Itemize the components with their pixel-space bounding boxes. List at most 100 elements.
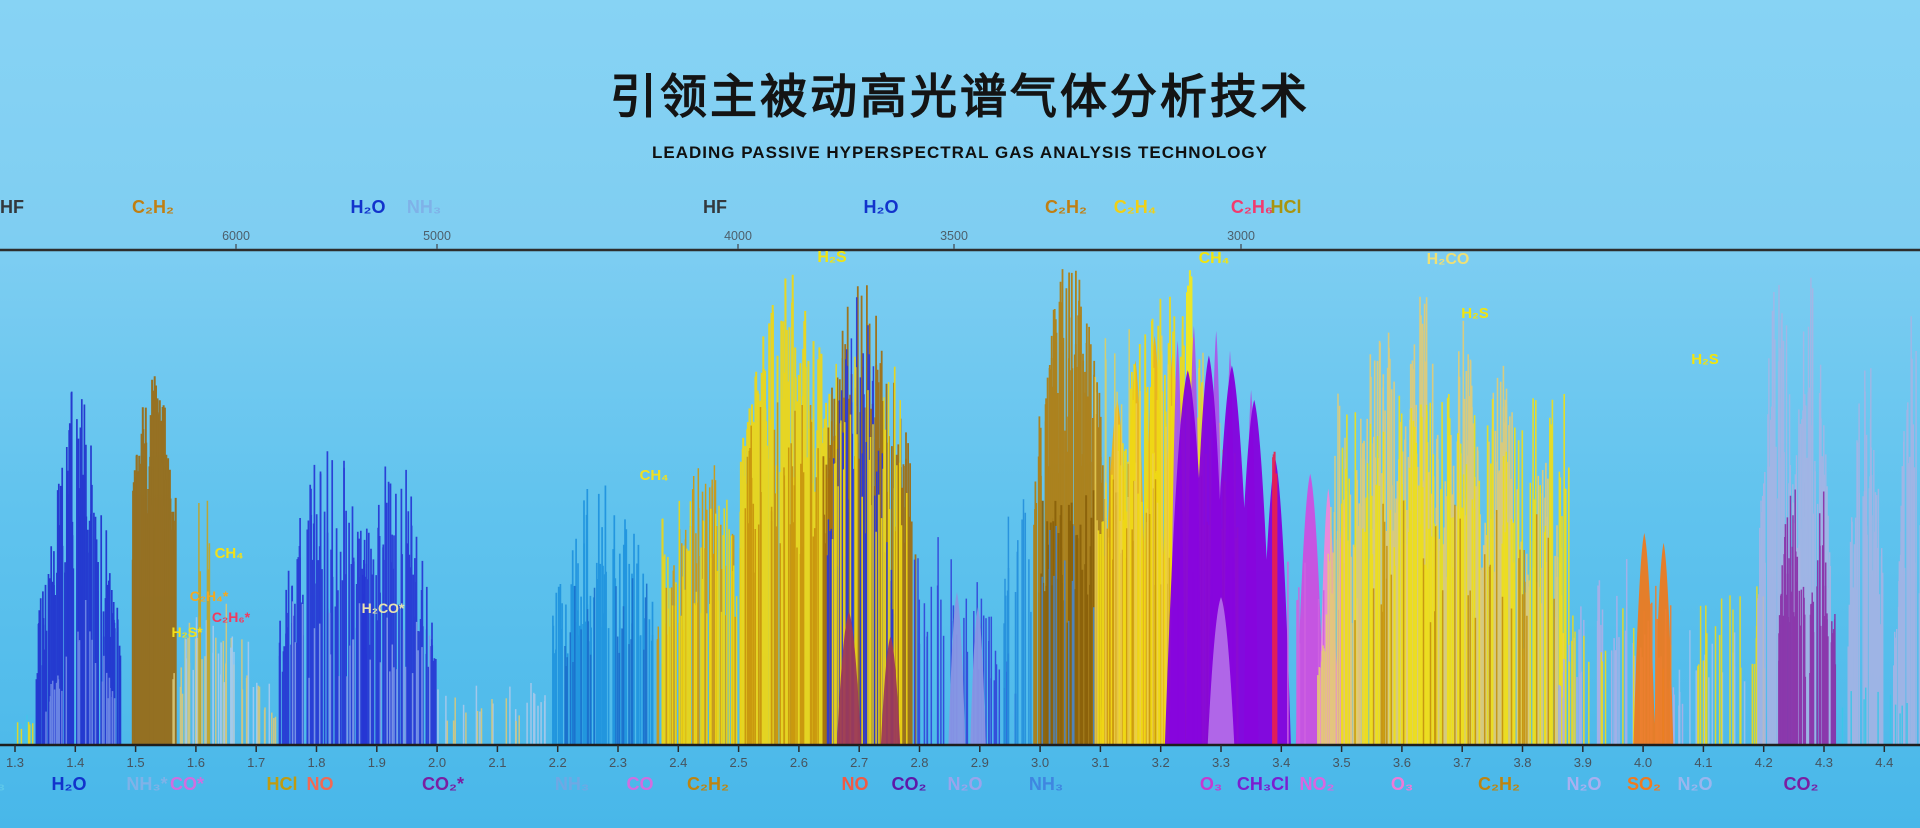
gas-label-bottom: O₃: [1391, 774, 1413, 794]
gas-label-top: C₂H₆: [1231, 197, 1273, 217]
bottom-tick-label: 3.2: [1152, 755, 1170, 770]
bottom-tick-label: 1.8: [307, 755, 325, 770]
gas-label-bottom: CO₂: [892, 774, 927, 794]
gas-label-top: H₂O: [351, 197, 386, 217]
bottom-axis: 1.3 1.4 1.5 1.6 1.7 1.8 1.9 2.0 2.1 2.2 2.3 2.4 2.5 2…: [0, 743, 1920, 770]
gas-label-bottom: NH₃: [555, 774, 589, 794]
header: 引领主被动高光谱气体分析技术 LEADING PASSIVE HYPERSPEC…: [0, 0, 1920, 163]
bottom-tick-label: 1.5: [127, 755, 145, 770]
gas-label-top: H₂O: [864, 197, 899, 217]
page-subtitle: LEADING PASSIVE HYPERSPECTRAL GAS ANALYS…: [652, 143, 1268, 162]
bottom-tick-label: 3.4: [1272, 755, 1290, 770]
bottom-tick-label: 3.1: [1091, 755, 1109, 770]
gas-label-plot: CH₄: [215, 545, 244, 562]
top-axis: 6000 5000 4000 3500 3000: [0, 229, 1920, 252]
band-spikes: [1041, 525, 1095, 745]
gas-label-bottom: H₂O: [52, 774, 87, 794]
bottom-tick-label: 2.2: [549, 755, 567, 770]
bottom-tick-label: 3.6: [1393, 755, 1411, 770]
gas-label-bottom: N₂O: [1678, 774, 1713, 794]
band-spikes: [437, 683, 546, 745]
bottom-tick-label: 3.5: [1333, 755, 1351, 770]
gas-label-bottom: HCl: [267, 774, 298, 794]
gas-label-bottom: CO₂: [1784, 774, 1819, 794]
bottom-tick-label: 4.3: [1815, 755, 1833, 770]
bottom-tick-label: 4.1: [1694, 755, 1712, 770]
bottom-tick-label: 3.3: [1212, 755, 1230, 770]
top-tick-label: 3500: [940, 229, 968, 243]
band-spikes: [1809, 491, 1837, 745]
band-spikes: [1892, 316, 1920, 745]
bottom-tick-label: 2.7: [850, 755, 868, 770]
gas-label-top: C₂H₄: [1114, 197, 1157, 217]
gas-label-bottom: CO: [627, 774, 654, 794]
gas-label-bottom: N₂O: [948, 774, 983, 794]
gas-label-top: NH₃: [407, 197, 441, 217]
band-blob: [1207, 597, 1235, 745]
gas-label-plot: C₂H₆*: [212, 609, 251, 625]
gas-label-bottom: C₂H₂: [687, 774, 729, 794]
gas-label-bottom: O₃: [0, 774, 5, 794]
gas-label-bottom: CO₂*: [422, 774, 464, 794]
gas-label-bottom: NH₃*: [126, 774, 167, 794]
gas-label-top: HCl: [1271, 197, 1302, 217]
gas-label-bottom: NH₃: [1029, 774, 1063, 794]
gas-label-plot: H₂CO: [1427, 251, 1470, 268]
gas-label-top: HF: [0, 197, 24, 217]
band-spikes: [185, 617, 271, 745]
gas-label-bottom: CH₃Cl: [1237, 774, 1289, 794]
gas-label-top: HF: [703, 197, 727, 217]
gas-label-bottom: NO₂: [1300, 774, 1335, 794]
band-blob: [1633, 533, 1674, 745]
band-spikes: [913, 537, 1017, 745]
band-spikes: [661, 499, 738, 745]
gas-label-plot: H₂S: [1691, 351, 1719, 368]
band-spikes: [1272, 451, 1278, 745]
band-spikes: [1697, 586, 1765, 745]
band-spikes: [1778, 489, 1807, 745]
gas-label-bottom: N₂O: [1567, 774, 1602, 794]
gas-label-plot: H₂CO*: [362, 600, 405, 616]
band-spikes: [1354, 500, 1555, 745]
top-tick-label: 4000: [724, 229, 752, 243]
band-blob: [948, 592, 986, 745]
gas-label-bottom: CO*: [170, 774, 204, 794]
band-spikes: [198, 500, 211, 745]
bottom-tick-label: 3.8: [1513, 755, 1531, 770]
gas-label-bottom: O₃: [1200, 774, 1222, 794]
bottom-tick-label: 4.2: [1755, 755, 1773, 770]
gas-label-plot: CH₄: [640, 467, 669, 484]
bottom-tick-label: 2.4: [669, 755, 687, 770]
gas-label-bottom: C₂H₂: [1478, 774, 1520, 794]
band-spikes: [564, 578, 648, 745]
band-spikes: [1841, 687, 1908, 745]
band-spikes: [1678, 630, 1746, 745]
band-spikes: [131, 376, 177, 745]
band-spikes: [1847, 368, 1884, 745]
gas-label-plot: CH₄: [1199, 250, 1230, 267]
gas-label-bottom: NO: [842, 774, 869, 794]
gas-label-bottom: NO: [307, 774, 334, 794]
gas-label-plot: C₂H₄*: [190, 588, 229, 604]
top-tick-label: 6000: [222, 229, 250, 243]
bottom-tick-label: 3.9: [1574, 755, 1592, 770]
band-spikes: [446, 697, 520, 745]
band-spikes: [1522, 462, 1565, 745]
band-spikes: [1568, 608, 1672, 745]
gas-label-plot: H₂S: [817, 249, 847, 266]
bottom-tick-label: 3.7: [1453, 755, 1471, 770]
bottom-tick-label: 3.0: [1031, 755, 1049, 770]
bottom-tick-label: 2.0: [428, 755, 446, 770]
bottom-tick-label: 1.9: [368, 755, 386, 770]
gas-label-plot: H₂S*: [171, 624, 203, 640]
bottom-tick-label: 2.1: [488, 755, 506, 770]
band-spikes: [1640, 585, 1672, 745]
bottom-tick-label: 4.4: [1875, 755, 1893, 770]
bottom-tick-label: 1.7: [247, 755, 265, 770]
bottom-tick-label: 2.6: [790, 755, 808, 770]
bottom-tick-label: 2.8: [910, 755, 928, 770]
bottom-tick-label: 2.5: [730, 755, 748, 770]
bottom-tick-label: 2.3: [609, 755, 627, 770]
